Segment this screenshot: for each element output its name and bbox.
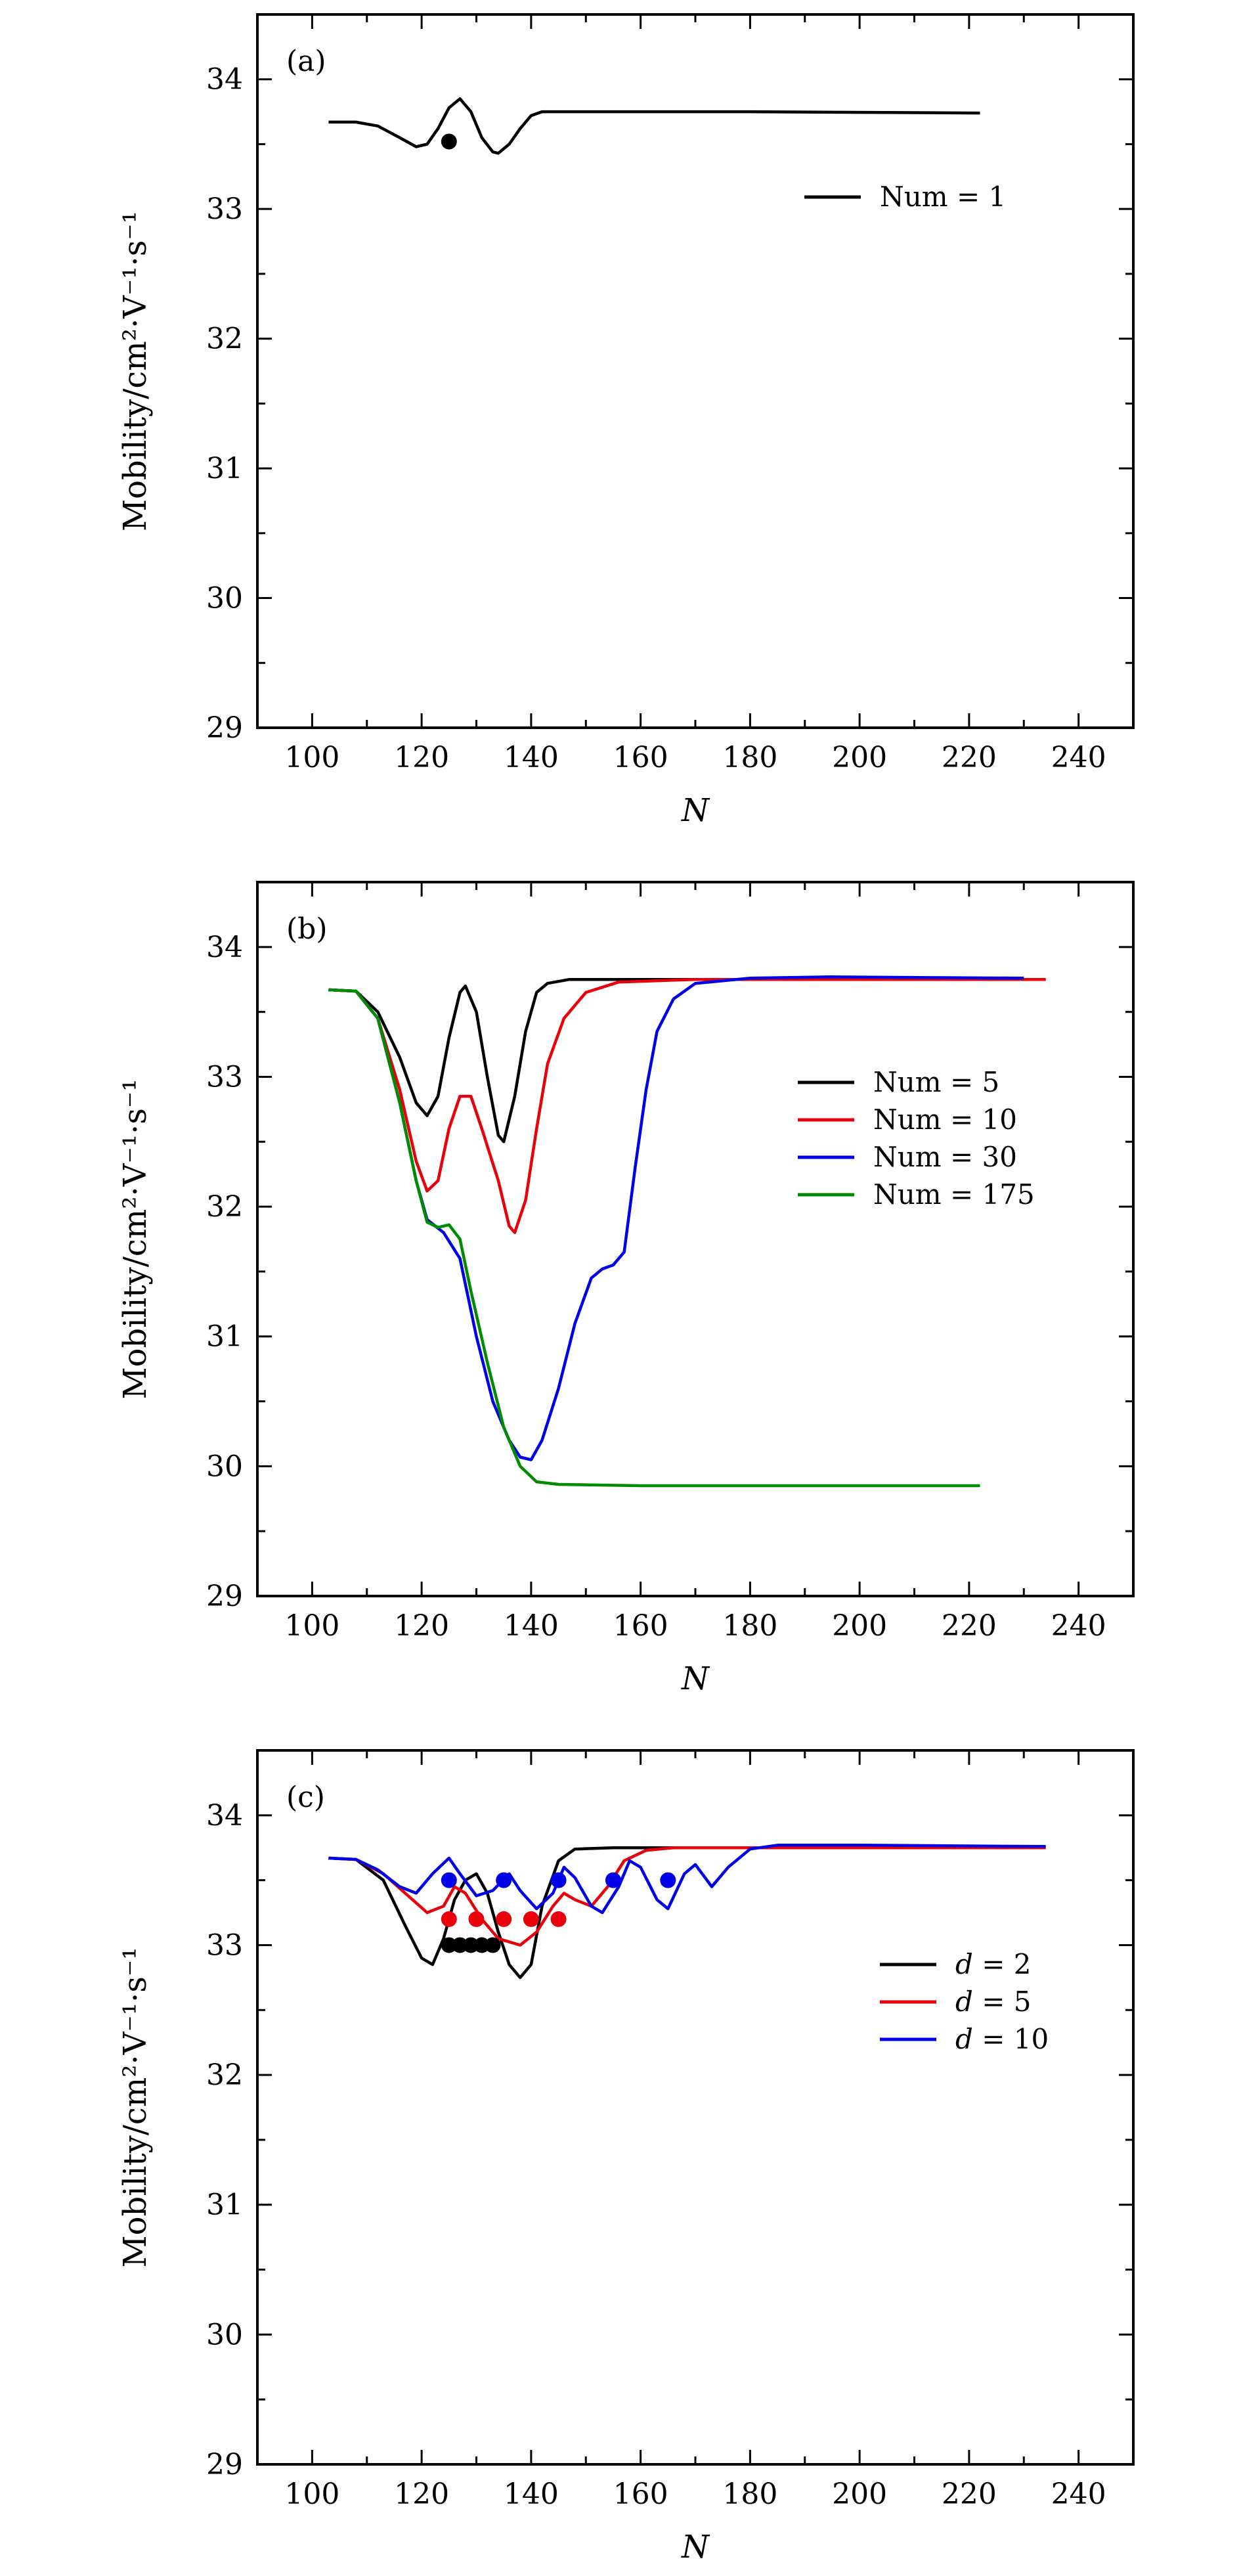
x-tick-label: 140 — [504, 1609, 559, 1643]
x-tick-label: 100 — [284, 1609, 339, 1643]
y-tick-label: 33 — [206, 1928, 243, 1962]
x-tick-label: 180 — [722, 1609, 777, 1643]
y-tick-label: 29 — [206, 1580, 243, 1613]
x-tick-label: 220 — [942, 1609, 997, 1643]
panel-label: (a) — [286, 45, 326, 78]
data-point — [523, 1911, 539, 1927]
legend-label: Num = 1 — [880, 181, 1006, 213]
x-tick-label: 240 — [1051, 2477, 1106, 2511]
x-axis-title: N — [681, 1660, 710, 1697]
x-tick-label: 240 — [1051, 1609, 1106, 1643]
x-tick-label: 240 — [1051, 741, 1106, 774]
panel-c: 100 120 140 160 180 200 220 240 29 30 31 32 33 34 N Mob… — [117, 1749, 1135, 2565]
x-tick-label: 120 — [394, 2477, 449, 2511]
x-tick-label: 180 — [722, 2477, 777, 2511]
plot-frame — [256, 13, 1135, 729]
panel-b: 100 120 140 160 180 200 220 240 29 30 31 32 33 34 N Mob… — [117, 881, 1135, 1697]
data-point — [550, 1911, 567, 1927]
y-axis-title: Mobility/cm²·V⁻¹·s⁻¹ — [117, 1947, 154, 2267]
y-tick-label: 34 — [206, 63, 243, 97]
series-line — [328, 988, 980, 1488]
x-tick-label: 100 — [284, 741, 339, 774]
x-axis-title: N — [681, 792, 710, 829]
y-tick-label: 33 — [206, 1060, 243, 1094]
x-tick-label: 160 — [613, 741, 668, 774]
x-tick-label: 220 — [942, 741, 997, 774]
y-tick-label: 30 — [206, 1450, 243, 1483]
x-tick-label: 180 — [722, 741, 777, 774]
y-tick-label: 30 — [206, 2318, 243, 2351]
data-point — [473, 1937, 490, 1953]
y-tick-label: 32 — [206, 2058, 243, 2092]
legend-label: d = 10 — [955, 2023, 1049, 2055]
x-tick-label: 140 — [504, 741, 559, 774]
series-line — [328, 1844, 1046, 1915]
legend-label: d = 2 — [955, 1948, 1032, 1980]
plot-frame — [256, 1749, 1135, 2466]
x-tick-label: 140 — [504, 2477, 559, 2511]
x-tick-label: 200 — [832, 2477, 887, 2511]
y-tick-label: 34 — [206, 1799, 243, 1832]
legend-label: Num = 30 — [873, 1141, 1017, 1173]
data-point — [441, 1872, 457, 1888]
x-tick-label: 120 — [394, 1609, 449, 1643]
x-axis-title: N — [681, 2529, 710, 2565]
y-tick-label: 33 — [206, 192, 243, 226]
data-point — [605, 1872, 621, 1888]
y-tick-label: 32 — [206, 322, 243, 356]
data-point — [496, 1911, 512, 1927]
legend-label: Num = 10 — [873, 1103, 1017, 1136]
y-axis-title: Mobility/cm²·V⁻¹·s⁻¹ — [117, 1078, 154, 1399]
series-line — [328, 977, 1046, 1144]
y-tick-label: 32 — [206, 1190, 243, 1224]
plot-frame — [256, 881, 1135, 1597]
panel-label: (c) — [286, 1781, 325, 1814]
panel-label: (b) — [286, 912, 328, 946]
series-line — [328, 977, 1046, 1234]
data-point — [463, 1937, 479, 1953]
panel-a: 100 120 140 160 180 200 220 240 29 30 31 32 33 34 N Mob… — [117, 13, 1135, 829]
x-tick-label: 200 — [832, 741, 887, 774]
data-point — [496, 1872, 512, 1888]
x-tick-label: 160 — [613, 1609, 668, 1643]
y-tick-label: 31 — [206, 452, 243, 485]
y-tick-label: 31 — [206, 2188, 243, 2222]
y-tick-label: 30 — [206, 582, 243, 615]
series-line — [328, 975, 1024, 1461]
data-point — [441, 133, 457, 150]
legend-label: Num = 175 — [873, 1178, 1035, 1210]
data-point — [441, 1937, 457, 1953]
data-point — [452, 1937, 468, 1953]
x-tick-label: 220 — [942, 2477, 997, 2511]
x-tick-label: 160 — [613, 2477, 668, 2511]
y-tick-label: 31 — [206, 1320, 243, 1354]
series-line — [328, 1846, 1046, 1947]
data-point — [660, 1872, 676, 1888]
data-point — [550, 1872, 567, 1888]
data-point — [468, 1911, 485, 1927]
series-line — [328, 97, 980, 155]
x-tick-label: 120 — [394, 741, 449, 774]
legend-label: d = 5 — [955, 1986, 1032, 2018]
y-tick-label: 34 — [206, 931, 243, 964]
x-tick-label: 100 — [284, 2477, 339, 2511]
data-point — [441, 1911, 457, 1927]
y-tick-label: 29 — [206, 711, 243, 745]
legend-label: Num = 5 — [873, 1066, 999, 1098]
y-tick-label: 29 — [206, 2448, 243, 2481]
data-point — [485, 1937, 501, 1953]
series-line — [328, 1846, 1046, 1980]
y-axis-title: Mobility/cm²·V⁻¹·s⁻¹ — [117, 211, 154, 531]
x-tick-label: 200 — [832, 1609, 887, 1643]
